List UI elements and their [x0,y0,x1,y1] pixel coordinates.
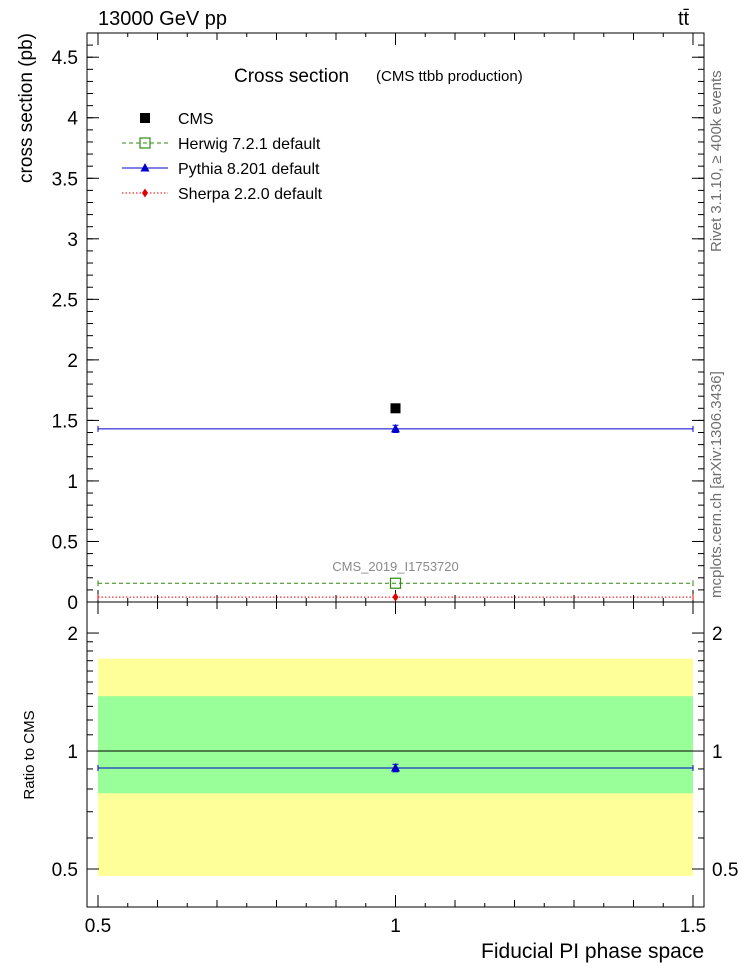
legend-label-3: Sherpa 2.2.0 default [178,186,323,203]
ratio-ylabel: Ratio to CMS [21,710,38,799]
main-ytick-label: 2 [67,351,78,372]
data-point-2 [391,423,400,433]
data-point-0 [390,403,401,414]
main-ytick-label: 4 [67,109,78,130]
ratio-ytick-label: 1 [67,742,78,763]
rivet-version-label: Rivet 3.1.10, ≥ 400k events [708,70,725,252]
ratio-xtick-label: 1.5 [680,916,706,937]
x-axis-label: Fiducial PI phase space [481,940,704,963]
legend-marker-3 [142,188,148,198]
process-label: tt̄ [678,8,690,30]
ratio-ytick-label-right: 1 [712,742,723,763]
ratio-xtick-label: 1 [390,916,401,937]
ratio-xtick-label: 0.5 [85,916,111,937]
ratio-ytick-label: 0.5 [52,860,78,881]
energy-label: 13000 GeV pp [98,8,227,30]
analysis-label: CMS_2019_I1753720 [332,559,459,574]
ratio-point-0 [391,763,400,772]
main-ytick-label: 1 [67,472,78,493]
legend-label-2: Pythia 8.201 default [178,161,320,178]
main-ytick-label: 0 [67,593,78,614]
chart-subtitle: (CMS ttbb production) [376,68,523,85]
mcplots-label: mcplots.cern.ch [arXiv:1306.3436] [708,371,725,598]
main-ytick-label: 0.5 [52,532,78,553]
data-point-1 [389,577,402,589]
main-ytick-label: 1.5 [52,411,78,432]
ratio-band-inner [98,696,693,794]
legend-label-0: CMS [178,111,214,128]
main-ytick-label: 2.5 [52,290,78,311]
ratio-ytick-label-right: 0.5 [712,860,738,881]
data-point-3 [392,592,399,602]
legend-marker-2 [140,163,150,172]
chart-title: Cross section [234,66,349,87]
main-ytick-label: 4.5 [52,48,78,69]
main-ytick-label: 3.5 [52,169,78,190]
legend-marker-1 [139,137,151,149]
main-ylabel: cross section (pb) [16,33,37,183]
legend-label-1: Herwig 7.2.1 default [178,136,321,153]
legend-marker-0 [140,113,150,123]
main-ytick-label: 3 [67,230,78,251]
ratio-ytick-label: 2 [67,624,78,645]
ratio-ytick-label-right: 2 [712,624,723,645]
